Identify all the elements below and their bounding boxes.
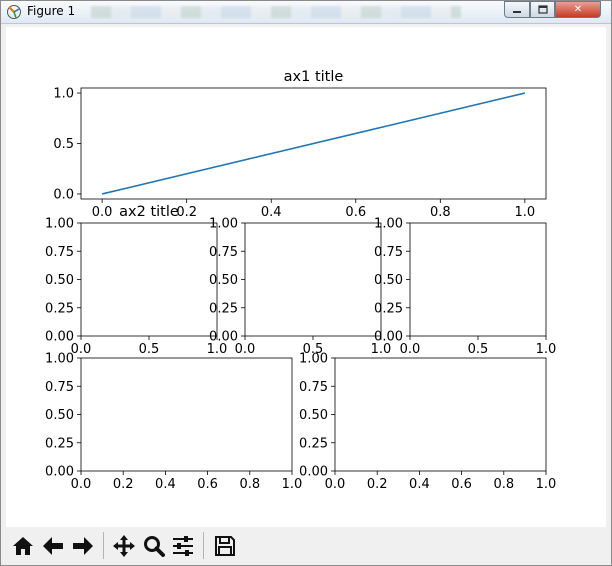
close-icon: ✕ — [573, 4, 583, 15]
y-tick-label: 0.75 — [374, 245, 403, 260]
axes-frame — [409, 222, 547, 337]
zoom-button[interactable] — [140, 532, 167, 559]
y-tick-label: 1.00 — [209, 217, 238, 232]
axes-title: ax1 title — [284, 69, 344, 85]
axes-frame — [80, 222, 218, 337]
y-tick-label: 0.00 — [45, 465, 74, 480]
y-tick-label: 0.75 — [209, 245, 238, 260]
y-tick-label: 0.25 — [45, 301, 74, 316]
x-tick-label: 0.0 — [325, 477, 346, 492]
x-tick-label: 1.0 — [515, 205, 536, 220]
x-tick-label: 0.8 — [430, 205, 451, 220]
minimize-button[interactable] — [504, 1, 530, 18]
move-icon — [112, 534, 135, 557]
minimize-icon — [513, 10, 521, 13]
x-tick-label: 1.0 — [536, 477, 557, 492]
x-tick-label: 0.4 — [155, 477, 176, 492]
y-tick-label: 1.00 — [374, 217, 403, 232]
navigation-toolbar — [6, 527, 606, 564]
y-tick-label: 0.50 — [209, 273, 238, 288]
arrow-left-icon — [42, 536, 63, 555]
y-tick-label: 0.25 — [299, 436, 328, 451]
y-tick-label: 1.0 — [53, 87, 74, 102]
x-tick-label: 0.4 — [409, 477, 430, 492]
x-tick-label: 0.5 — [468, 342, 489, 357]
maximize-button[interactable] — [530, 1, 555, 18]
y-tick-label: 0.25 — [374, 301, 403, 316]
x-tick-label: 0.2 — [113, 477, 134, 492]
x-tick-label: 0.0 — [92, 205, 113, 220]
close-button[interactable]: ✕ — [555, 1, 601, 18]
x-tick-label: 0.6 — [197, 477, 218, 492]
window-title: Figure 1 — [27, 4, 76, 18]
toolbar-separator — [203, 532, 204, 559]
x-tick-label: 0.5 — [139, 342, 160, 357]
subplots-button[interactable] — [169, 532, 196, 559]
y-tick-label: 0.25 — [209, 301, 238, 316]
save-button[interactable] — [211, 532, 238, 559]
save-icon — [214, 535, 235, 556]
pan-button[interactable] — [110, 532, 137, 559]
x-tick-label: 0.6 — [345, 205, 366, 220]
x-tick-label: 0.0 — [71, 342, 92, 357]
title-bar[interactable]: Figure 1 ✕ — [1, 1, 611, 24]
maximize-icon — [537, 5, 548, 14]
y-tick-label: 0.00 — [209, 330, 238, 345]
magnifier-icon — [143, 535, 165, 557]
y-tick-label: 0.00 — [45, 330, 74, 345]
x-tick-label: 0.0 — [400, 342, 421, 357]
x-tick-label: 1.0 — [207, 342, 228, 357]
y-tick-label: 0.75 — [45, 245, 74, 260]
y-tick-label: 0.50 — [299, 408, 328, 423]
y-tick-label: 0.75 — [45, 380, 74, 395]
y-tick-label: 1.00 — [45, 352, 74, 367]
x-tick-label: 0.2 — [176, 205, 197, 220]
x-tick-label: 0.8 — [493, 477, 514, 492]
subplots-svg: ax1 title 0.0 0.2 0.4 0.6 0.8 1.0 0.0 0.5 1.0 ax2 … — [45, 69, 557, 492]
x-tick-label: 1.0 — [536, 342, 557, 357]
y-tick-label: 0.50 — [45, 273, 74, 288]
x-tick-label: 0.0 — [235, 342, 256, 357]
axes-frame — [80, 357, 293, 472]
x-tick-label: 0.6 — [451, 477, 472, 492]
x-tick-label: 1.0 — [371, 342, 392, 357]
y-tick-label: 0.50 — [45, 408, 74, 423]
sliders-icon — [172, 535, 193, 556]
arrow-right-icon — [72, 536, 93, 555]
y-tick-label: 0.25 — [45, 436, 74, 451]
y-tick-label: 0.0 — [53, 187, 74, 202]
y-tick-label: 1.00 — [45, 217, 74, 232]
axes-title: ax2 title — [119, 204, 179, 220]
x-tick-label: 0.4 — [261, 205, 282, 220]
y-tick-label: 1.00 — [299, 352, 328, 367]
y-tick-label: 0.75 — [299, 380, 328, 395]
forward-button[interactable] — [69, 532, 96, 559]
x-tick-label: 0.2 — [367, 477, 388, 492]
matplotlib-icon — [7, 5, 21, 19]
x-tick-label: 0.0 — [71, 477, 92, 492]
back-button[interactable] — [39, 532, 66, 559]
home-button[interactable] — [9, 532, 36, 559]
home-icon — [12, 536, 33, 555]
x-tick-label: 1.0 — [282, 477, 303, 492]
y-tick-label: 0.00 — [374, 330, 403, 345]
y-tick-label: 0.00 — [299, 465, 328, 480]
y-tick-label: 0.50 — [374, 273, 403, 288]
background-taskbar-blur — [91, 6, 461, 18]
series-line — [101, 92, 526, 195]
y-tick-label: 0.5 — [53, 137, 74, 152]
axes-frame — [334, 357, 547, 472]
figure-canvas[interactable]: ax1 title 0.0 0.2 0.4 0.6 0.8 1.0 0.0 0.5 1.0 ax2 … — [6, 27, 606, 527]
axes-frame — [244, 222, 382, 337]
toolbar-separator — [103, 532, 104, 559]
x-tick-label: 0.5 — [303, 342, 324, 357]
x-tick-label: 0.8 — [239, 477, 260, 492]
